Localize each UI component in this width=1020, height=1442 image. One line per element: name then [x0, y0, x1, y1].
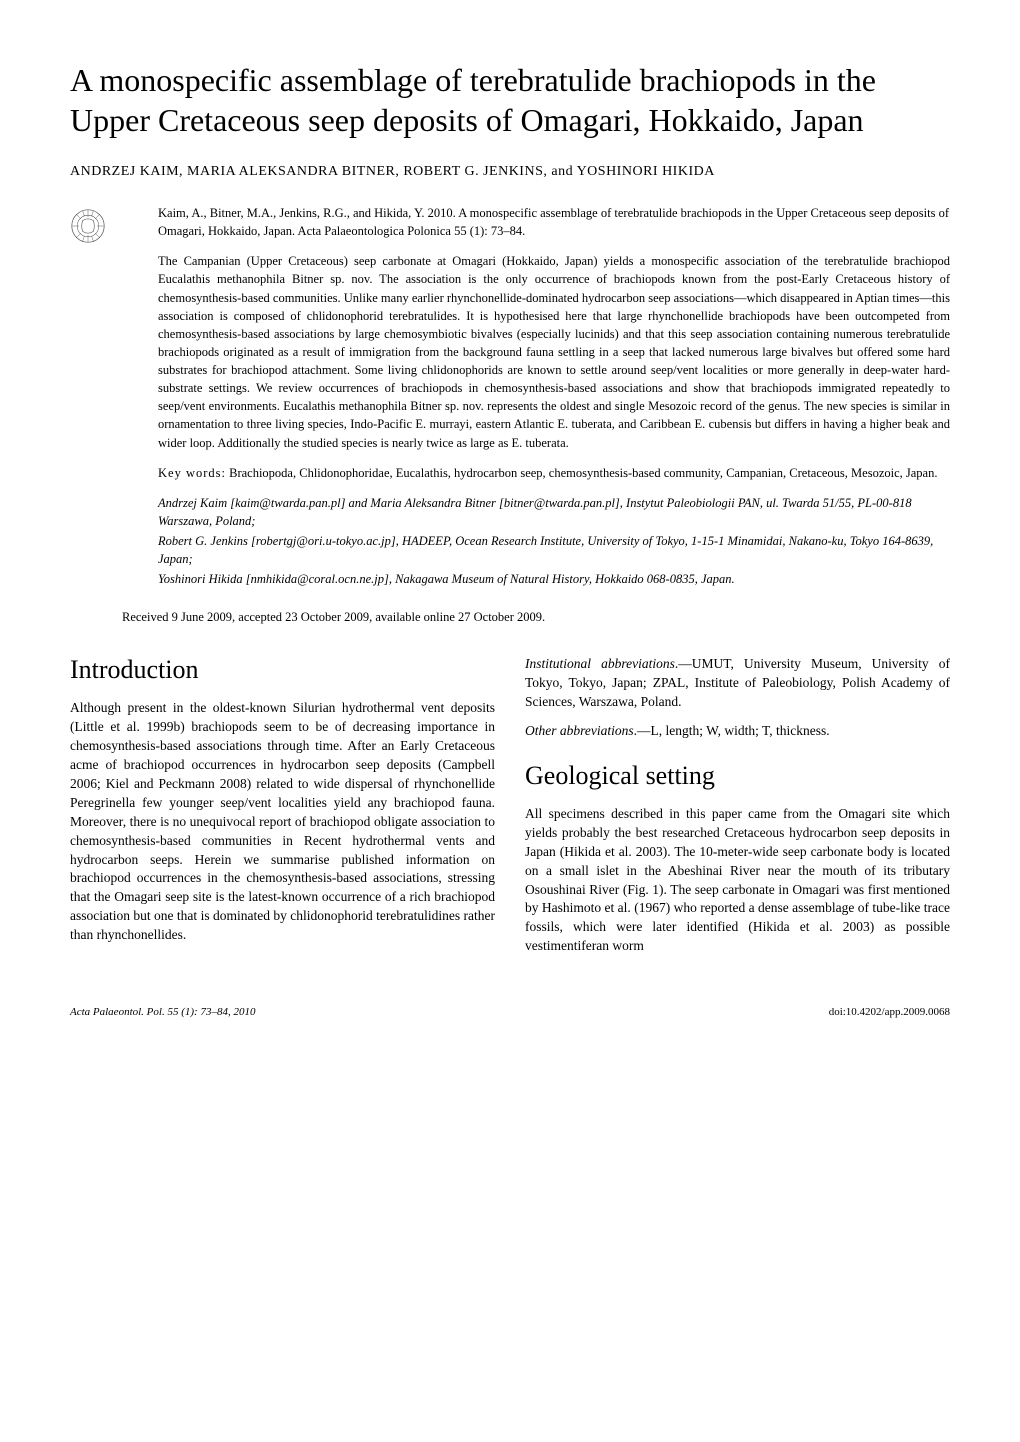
geological-body: All specimens described in this paper ca…: [525, 805, 950, 956]
keywords-label: Key words:: [158, 466, 226, 480]
author-info-2: Robert G. Jenkins [robertgj@ori.u-tokyo.…: [158, 532, 950, 568]
introduction-heading: Introduction: [70, 655, 495, 685]
introduction-body: Although present in the oldest-known Sil…: [70, 699, 495, 945]
keywords-text: Brachiopoda, Chlidonophoridae, Eucalathi…: [226, 466, 938, 480]
other-abbrev: Other abbreviations.—L, length; W, width…: [525, 722, 950, 741]
institutional-label: Institutional abbreviations: [525, 656, 675, 671]
institutional-abbrev: Institutional abbreviations.—UMUT, Unive…: [525, 655, 950, 712]
footer-left: Acta Palaeontol. Pol. 55 (1): 73–84, 201…: [70, 1006, 255, 1018]
author-info-3: Yoshinori Hikida [nmhikida@coral.ocn.ne.…: [158, 570, 950, 588]
authors-line: ANDRZEJ KAIM, MARIA ALEKSANDRA BITNER, R…: [70, 164, 950, 180]
ornament-icon: [70, 208, 106, 244]
abstract-content: Kaim, A., Bitner, M.A., Jenkins, R.G., a…: [158, 204, 950, 590]
footer-right: doi:10.4202/app.2009.0068: [829, 1006, 950, 1018]
received-line: Received 9 June 2009, accepted 23 Octobe…: [122, 610, 950, 625]
keywords: Key words: Brachiopoda, Chlidonophoridae…: [158, 464, 950, 482]
right-column: Institutional abbreviations.—UMUT, Unive…: [525, 655, 950, 966]
other-label: Other abbreviations: [525, 723, 634, 738]
author-info-1: Andrzej Kaim [kaim@twarda.pan.pl] and Ma…: [158, 494, 950, 530]
two-column-layout: Introduction Although present in the old…: [70, 655, 950, 966]
page-footer: Acta Palaeontol. Pol. 55 (1): 73–84, 201…: [70, 1006, 950, 1018]
paper-title: A monospecific assemblage of terebratuli…: [70, 60, 950, 140]
geological-heading: Geological setting: [525, 761, 950, 791]
left-column: Introduction Although present in the old…: [70, 655, 495, 966]
abstract-block: Kaim, A., Bitner, M.A., Jenkins, R.G., a…: [70, 204, 950, 590]
other-text: .—L, length; W, width; T, thickness.: [634, 723, 830, 738]
abstract-text: The Campanian (Upper Cretaceous) seep ca…: [158, 252, 950, 451]
citation: Kaim, A., Bitner, M.A., Jenkins, R.G., a…: [158, 204, 950, 240]
